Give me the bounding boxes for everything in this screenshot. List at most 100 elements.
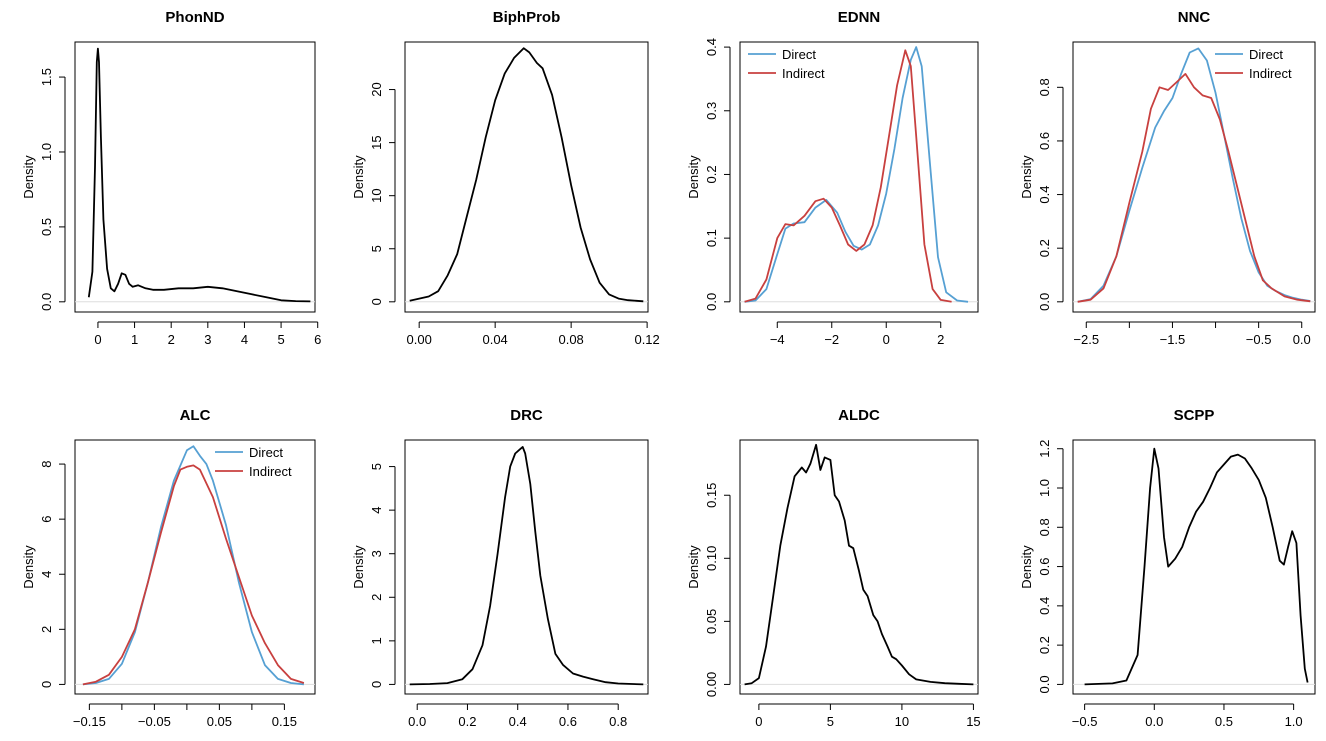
legend-label-indirect: Indirect xyxy=(1249,66,1292,81)
y-tick-label: 0.4 xyxy=(1037,597,1052,615)
x-tick-label: 5 xyxy=(277,332,284,347)
panel-title: ALC xyxy=(180,407,211,424)
x-tick-label: 10 xyxy=(895,714,909,729)
y-tick-label: 1.5 xyxy=(39,68,54,86)
y-tick-label: 20 xyxy=(369,82,384,96)
legend-label-direct: Direct xyxy=(249,445,283,460)
x-tick-label: 0.05 xyxy=(207,714,232,729)
y-tick-label: 1 xyxy=(369,637,384,644)
x-tick-label: 0.2 xyxy=(458,714,476,729)
panel-aldc: ALDC 0 5 10 15 0.00 0.05 0.10 0.15 Density xyxy=(686,407,981,729)
panel-title: EDNN xyxy=(838,9,881,26)
x-tick-label: 2 xyxy=(937,332,944,347)
y-axis-label: Density xyxy=(21,545,36,589)
y-tick-label: 0.4 xyxy=(1037,186,1052,204)
x-tick-label: 0.00 xyxy=(407,332,432,347)
y-tick-label: 0.0 xyxy=(704,293,719,311)
y-tick-label: 1.0 xyxy=(1037,479,1052,497)
series-line-direct xyxy=(82,445,304,686)
x-tick-label: −0.15 xyxy=(73,714,106,729)
panel-title: BiphProb xyxy=(493,9,561,26)
y-tick-label: 0.5 xyxy=(39,218,54,236)
y-tick-label: 0.0 xyxy=(1037,293,1052,311)
x-tick-label: 15 xyxy=(966,714,980,729)
x-tick-label: −0.5 xyxy=(1072,714,1098,729)
y-tick-label: 2 xyxy=(39,626,54,633)
y-tick-label: 1.0 xyxy=(39,143,54,161)
panel-phonnd: PhonND 0 1 2 3 4 5 6 0.0 0.5 1.0 1.5 Density xyxy=(21,9,321,347)
x-tick-label: −2.5 xyxy=(1073,332,1099,347)
series-line-density xyxy=(1084,447,1309,686)
plot-frame xyxy=(74,41,316,313)
x-tick-label: 0 xyxy=(883,332,890,347)
series-line-indirect xyxy=(744,49,952,303)
x-tick-label: 0.12 xyxy=(634,332,659,347)
x-tick-label: 0.4 xyxy=(509,714,527,729)
plot-frame xyxy=(739,439,979,695)
panel-ednn: EDNN −4 −2 0 2 0.0 0.1 0.2 0.3 0.4 Density Direct In… xyxy=(686,9,979,347)
x-tick-label: 0.15 xyxy=(272,714,297,729)
plot-frame xyxy=(404,439,649,695)
y-tick-label: 8 xyxy=(39,460,54,467)
x-tick-label: −2 xyxy=(824,332,839,347)
plot-frame xyxy=(404,41,649,313)
legend: Direct Indirect xyxy=(1215,47,1292,81)
panel-drc: DRC 0.0 0.2 0.4 0.6 0.8 0 1 2 3 4 5 Density xyxy=(351,407,649,729)
y-tick-label: 5 xyxy=(369,463,384,470)
x-tick-label: 0.0 xyxy=(1293,332,1311,347)
series-line-density xyxy=(409,446,644,686)
series-line-density xyxy=(87,47,311,303)
y-axis-label: Density xyxy=(351,545,366,589)
y-axis-label: Density xyxy=(1019,155,1034,199)
y-tick-label: 0 xyxy=(39,681,54,688)
x-tick-label: 0.5 xyxy=(1215,714,1233,729)
plot-frame xyxy=(1072,41,1316,313)
series-line-density xyxy=(409,47,644,303)
x-tick-label: 0 xyxy=(94,332,101,347)
panel-scpp: SCPP −0.5 0.0 0.5 1.0 0.0 0.2 0.4 0.6 0.8 1.0 1.2 De… xyxy=(1019,407,1316,729)
y-tick-label: 0 xyxy=(369,681,384,688)
y-tick-label: 1.2 xyxy=(1037,440,1052,458)
x-tick-label: 0.0 xyxy=(1145,714,1163,729)
y-tick-label: 0.10 xyxy=(704,546,719,571)
panel-title: SCPP xyxy=(1174,407,1215,424)
plot-frame xyxy=(74,439,316,695)
panel-alc: ALC −0.15 −0.05 0.05 0.15 0 2 4 6 8 Density Direct I… xyxy=(21,407,316,729)
y-tick-label: 0.0 xyxy=(1037,675,1052,693)
y-tick-label: 2 xyxy=(369,594,384,601)
x-tick-label: −0.05 xyxy=(138,714,171,729)
x-tick-label: 0.8 xyxy=(609,714,627,729)
x-tick-label: −0.5 xyxy=(1246,332,1272,347)
x-tick-label: 0.04 xyxy=(482,332,507,347)
y-tick-label: 0.2 xyxy=(1037,636,1052,654)
y-tick-label: 10 xyxy=(369,188,384,202)
y-axis-label: Density xyxy=(1019,545,1034,589)
x-tick-label: 0 xyxy=(755,714,762,729)
y-tick-label: 0.00 xyxy=(704,672,719,697)
y-axis-label: Density xyxy=(686,545,701,589)
panel-title: NNC xyxy=(1178,9,1211,26)
y-tick-label: 15 xyxy=(369,135,384,149)
y-tick-label: 0.6 xyxy=(1037,132,1052,150)
x-tick-label: −1.5 xyxy=(1160,332,1186,347)
panel-nnc: NNC −2.5 −1.5 −0.5 0.0 0.0 0.2 0.4 0.6 0.8 Density… xyxy=(1019,9,1316,347)
x-tick-label: 6 xyxy=(314,332,321,347)
plot-frame xyxy=(739,41,979,313)
x-tick-label: 2 xyxy=(168,332,175,347)
y-tick-label: 0.4 xyxy=(704,38,719,56)
y-tick-label: 0.1 xyxy=(704,229,719,247)
panel-title: PhonND xyxy=(165,9,224,26)
series-line-direct xyxy=(744,46,969,303)
x-tick-label: −4 xyxy=(770,332,785,347)
y-tick-label: 0.0 xyxy=(39,293,54,311)
legend: Direct Indirect xyxy=(215,445,292,479)
legend-label-indirect: Indirect xyxy=(782,66,825,81)
x-tick-label: 1.0 xyxy=(1285,714,1303,729)
y-tick-label: 6 xyxy=(39,516,54,523)
legend: Direct Indirect xyxy=(748,47,825,81)
x-tick-label: 3 xyxy=(204,332,211,347)
x-tick-label: 4 xyxy=(241,332,248,347)
y-tick-label: 0.8 xyxy=(1037,518,1052,536)
legend-label-indirect: Indirect xyxy=(249,464,292,479)
